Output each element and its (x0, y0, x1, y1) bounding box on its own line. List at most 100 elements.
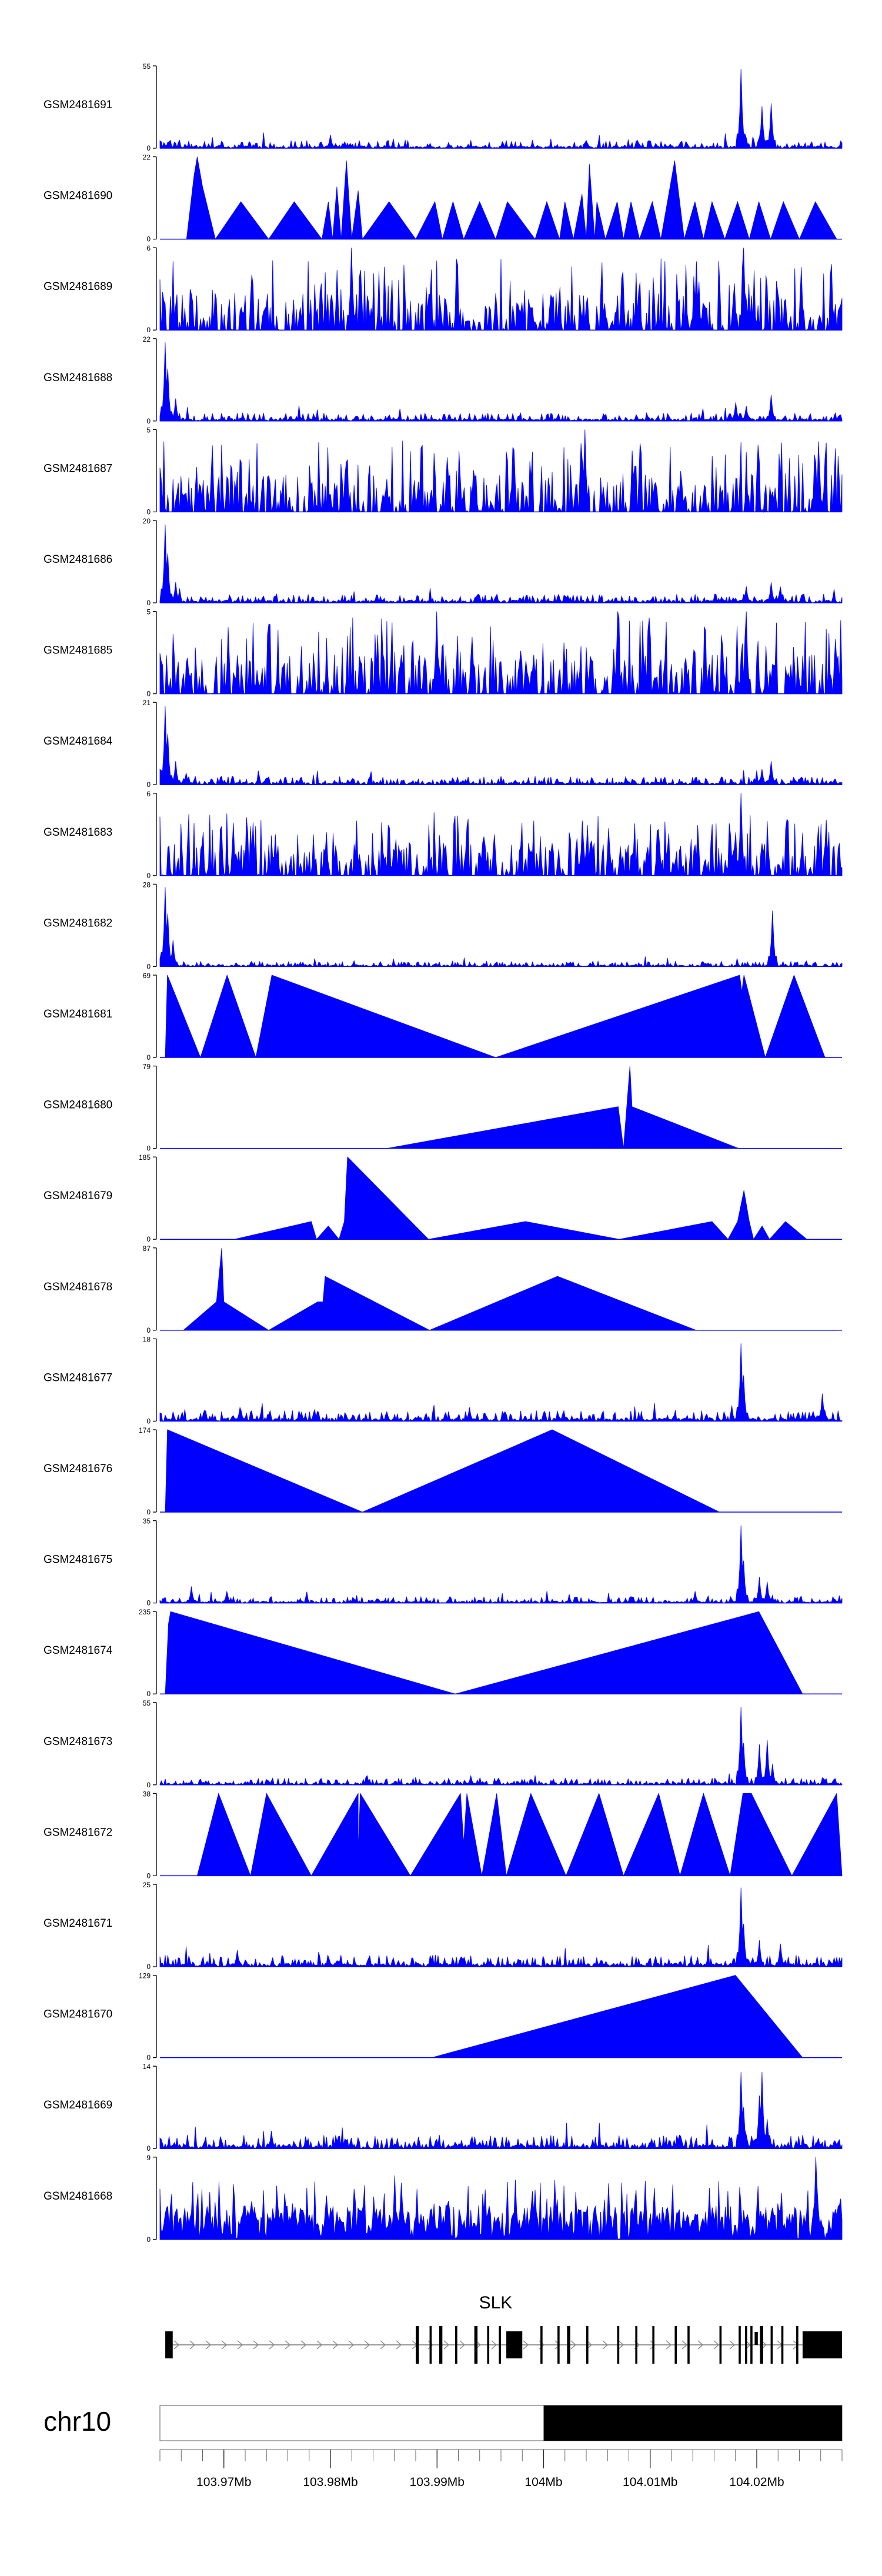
signal-area (159, 2157, 843, 2240)
exon (586, 2326, 589, 2364)
y-zero-label: 0 (146, 962, 151, 970)
strand-arrow (285, 2340, 291, 2350)
strand-arrow (205, 2340, 212, 2350)
track-GSM2481686: GSM2481686 20 0 (44, 517, 843, 607)
strand-arrow (396, 2340, 402, 2350)
exon (802, 2331, 842, 2358)
signal-area (159, 706, 843, 786)
track-GSM2481689: GSM2481689 6 0 (44, 244, 843, 334)
y-zero-label: 0 (146, 1326, 151, 1334)
signal-area (159, 248, 843, 331)
y-max-label: 14 (143, 2063, 151, 2071)
track-GSM2481673: GSM2481673 55 0 (44, 1699, 843, 1789)
y-max-label: 25 (143, 1881, 151, 1889)
tick-label: 104.01Mb (623, 2475, 677, 2489)
track-GSM2481684: GSM2481684 21 0 (44, 699, 843, 789)
y-max-label: 79 (143, 1063, 151, 1071)
y-zero-label: 0 (146, 326, 151, 334)
signal-area (159, 1343, 843, 1422)
track-label: GSM2481676 (44, 1463, 112, 1475)
track-label: GSM2481671 (44, 1917, 112, 1930)
y-zero-label: 0 (146, 599, 151, 607)
y-max-label: 22 (143, 335, 151, 343)
y-max-label: 18 (143, 1335, 151, 1343)
tick-label: 103.97Mb (196, 2475, 251, 2489)
signal-area (387, 1066, 739, 1149)
y-zero-label: 0 (146, 1235, 151, 1243)
y-zero-label: 0 (146, 1144, 151, 1153)
y-max-label: 174 (139, 1426, 151, 1434)
exon (635, 2326, 637, 2364)
strand-arrow (269, 2340, 275, 2350)
y-max-label: 6 (146, 790, 151, 798)
signal-area (182, 1247, 696, 1331)
chromosome-label: chr10 (44, 2406, 111, 2437)
strand-arrow (554, 2340, 561, 2350)
strand-arrow (237, 2340, 243, 2350)
track-label: GSM2481688 (44, 372, 112, 384)
track-GSM2481670: GSM2481670 129 0 (44, 1972, 842, 2062)
signal-area (234, 1156, 808, 1240)
strand-arrow (681, 2340, 688, 2350)
track-label: GSM2481670 (44, 2008, 112, 2021)
gene-name-label: SLK (479, 2293, 513, 2313)
exon (487, 2326, 490, 2364)
y-max-label: 20 (143, 517, 151, 525)
y-zero-label: 0 (146, 508, 151, 516)
y-zero-label: 0 (146, 1781, 151, 1789)
track-label: GSM2481690 (44, 190, 112, 202)
y-max-label: 55 (143, 62, 151, 71)
y-max-label: 22 (143, 154, 151, 162)
exon (567, 2326, 570, 2364)
track-GSM2481678: GSM2481678 87 0 (44, 1244, 842, 1334)
exon (674, 2326, 677, 2364)
y-max-label: 235 (139, 1608, 151, 1616)
signal-area (432, 1975, 803, 2058)
signal-area (159, 69, 843, 149)
track-label: GSM2481668 (44, 2190, 112, 2203)
strand-arrow (713, 2340, 720, 2350)
track-GSM2481679: GSM2481679 185 0 (44, 1153, 842, 1243)
tick-label: 103.98Mb (303, 2475, 358, 2489)
strand-arrow (253, 2340, 259, 2350)
y-zero-label: 0 (146, 1871, 151, 1880)
track-label: GSM2481674 (44, 1644, 113, 1657)
strand-arrow (380, 2340, 386, 2350)
gene-model: SLK (165, 2293, 842, 2364)
exon (474, 2326, 478, 2364)
exon (429, 2326, 432, 2364)
strand-arrow (364, 2340, 370, 2350)
track-label: GSM2481681 (44, 1008, 112, 1020)
signal-area (165, 1429, 720, 1513)
y-zero-label: 0 (146, 1508, 151, 1516)
signal-area (159, 887, 843, 967)
track-label: GSM2481683 (44, 826, 112, 839)
track-label: GSM2481691 (44, 99, 112, 111)
track-GSM2481682: GSM2481682 28 0 (44, 880, 843, 970)
exon (439, 2326, 443, 2364)
strand-arrow (459, 2340, 466, 2350)
track-GSM2481683: GSM2481683 6 0 (44, 790, 843, 880)
exon (739, 2326, 741, 2364)
y-zero-label: 0 (146, 1690, 151, 1698)
y-zero-label: 0 (146, 2054, 151, 2062)
track-GSM2481677: GSM2481677 18 0 (44, 1335, 843, 1425)
strand-arrow (602, 2340, 609, 2350)
exon (540, 2326, 543, 2364)
track-label: GSM2481679 (44, 1190, 112, 1202)
exon (750, 2326, 753, 2364)
y-zero-label: 0 (146, 2235, 151, 2244)
strand-arrow (650, 2340, 656, 2350)
track-GSM2481687: GSM2481687 5 0 (44, 426, 843, 516)
exon (455, 2326, 457, 2364)
signal-area (159, 342, 843, 422)
exon (416, 2326, 419, 2364)
strand-arrow (570, 2340, 577, 2350)
track-GSM2481688: GSM2481688 22 0 (44, 335, 843, 425)
y-zero-label: 0 (146, 690, 151, 698)
y-max-label: 5 (146, 608, 151, 616)
track-label: GSM2481685 (44, 645, 112, 657)
signal-area (165, 974, 826, 1059)
y-max-label: 69 (143, 972, 151, 980)
track-GSM2481674: GSM2481674 235 0 (44, 1608, 842, 1698)
